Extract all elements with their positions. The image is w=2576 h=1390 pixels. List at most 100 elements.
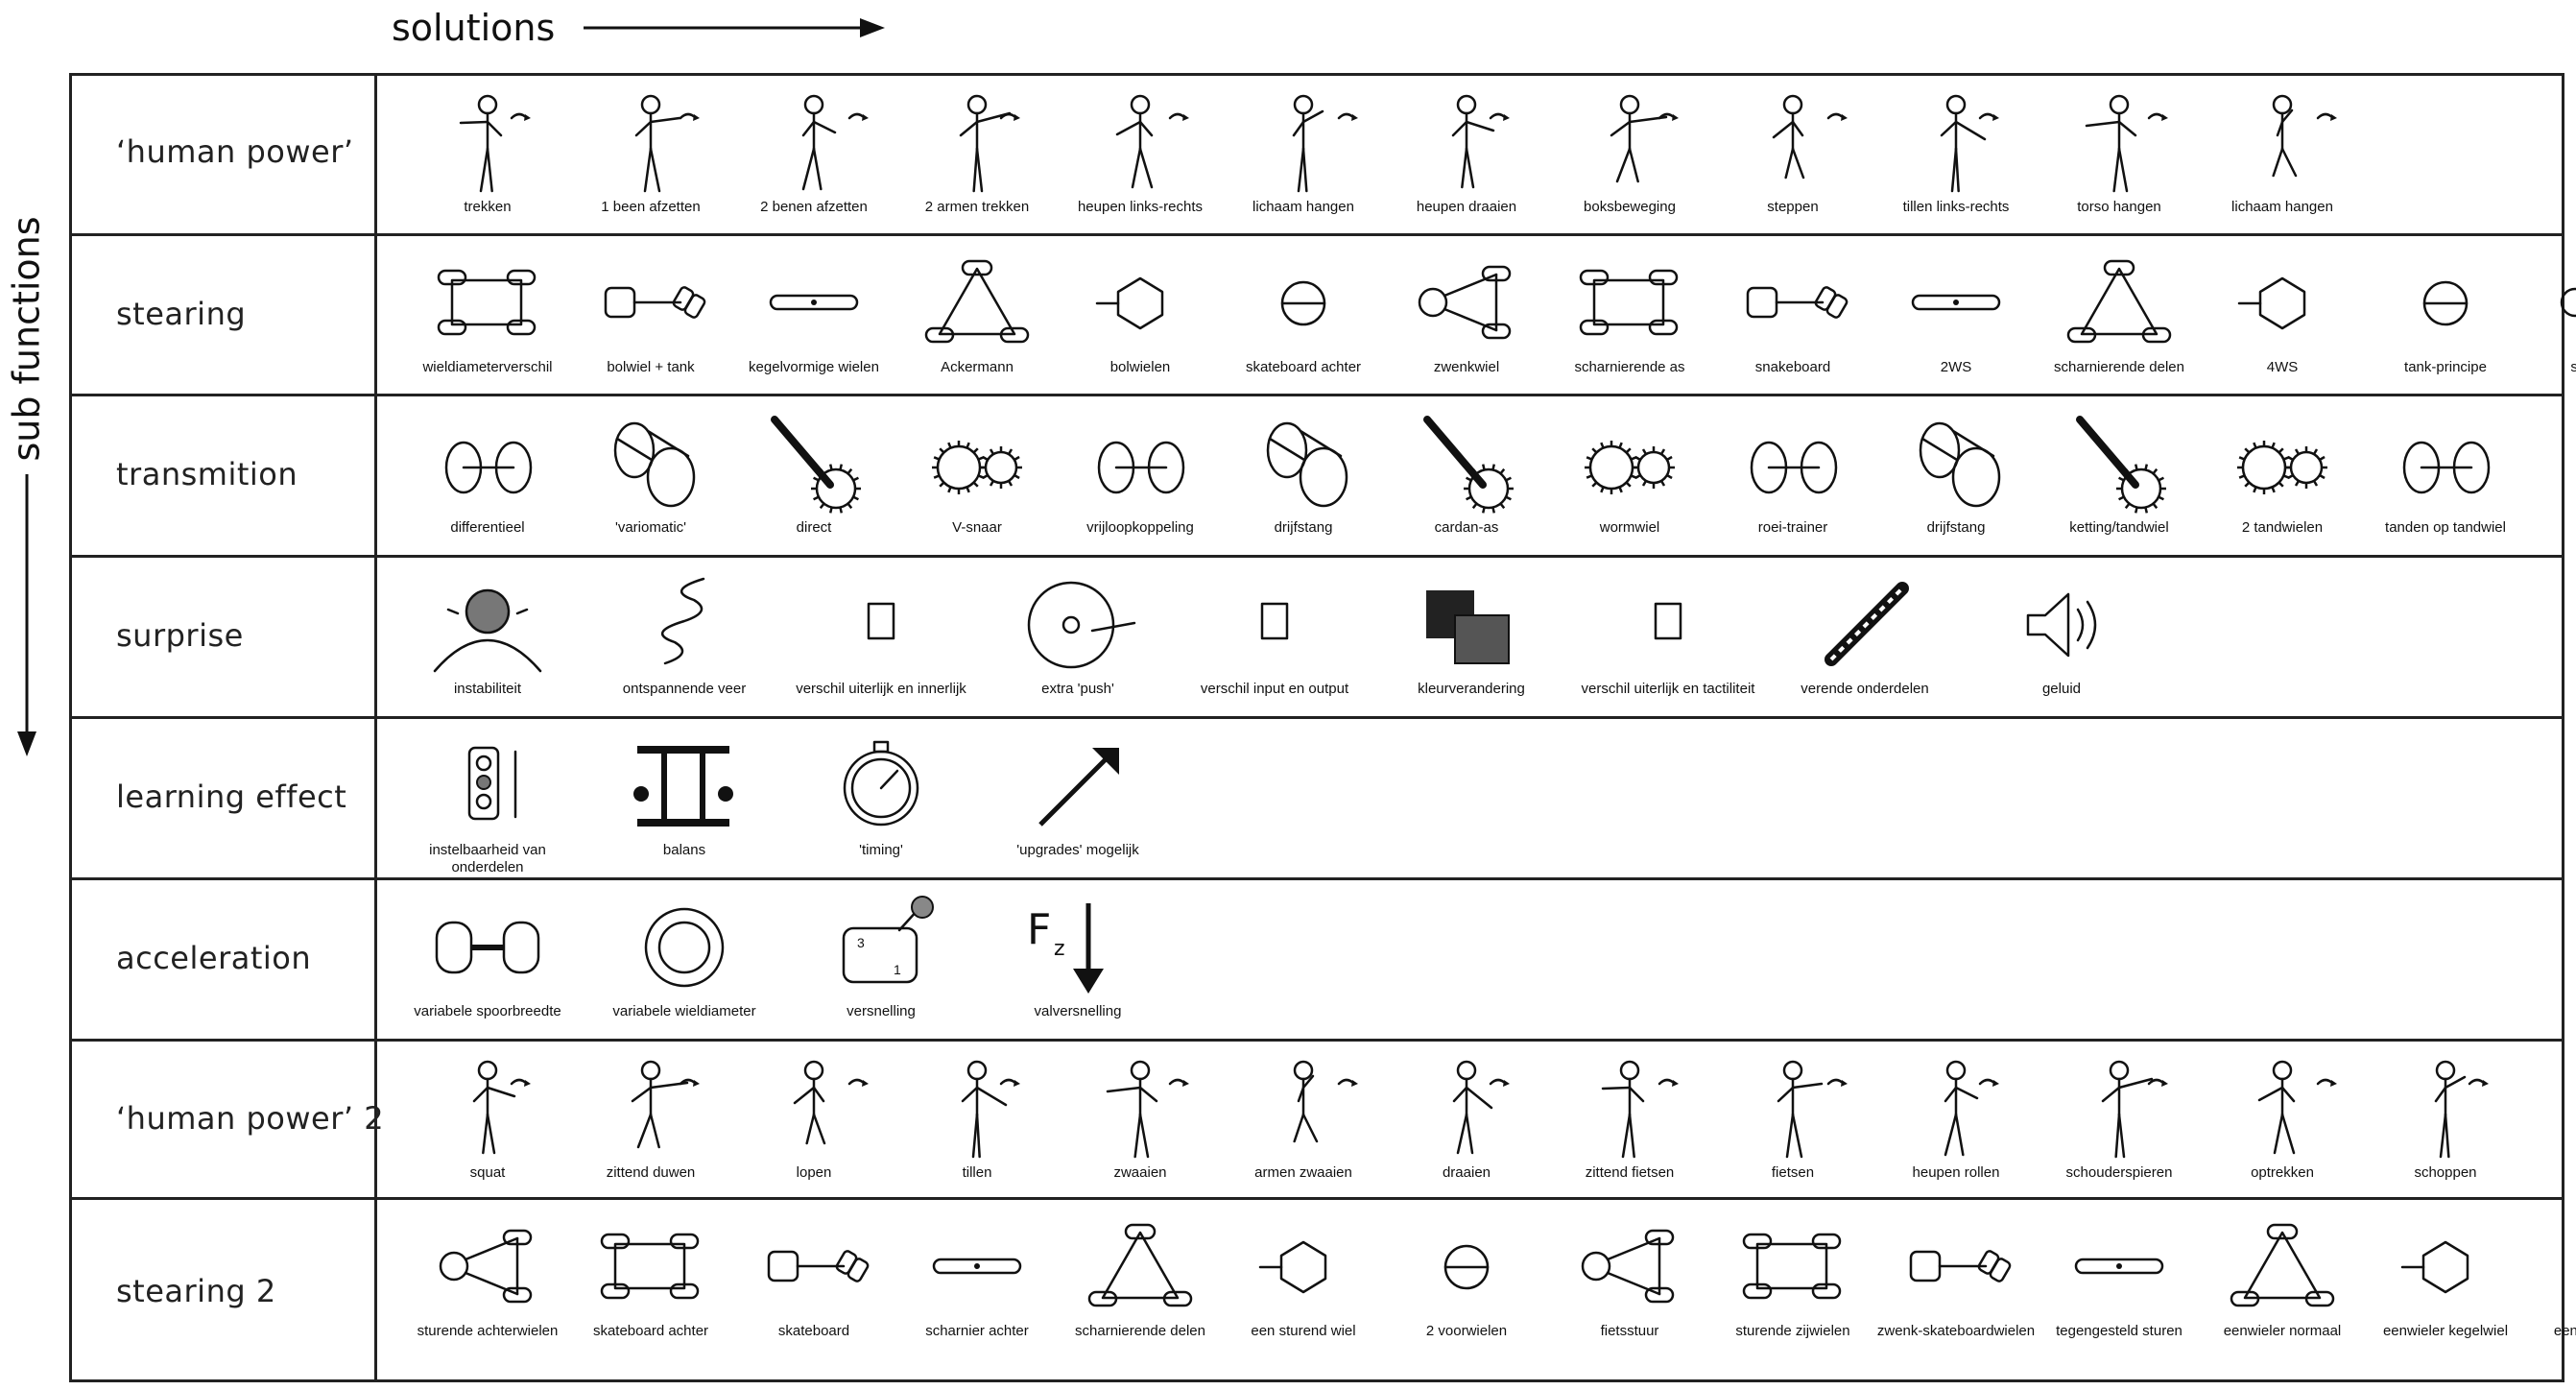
misc-icon: [1999, 571, 2124, 677]
morphological-matrix: ‘human power’ trekken 1 been afzetten 2 …: [69, 73, 2576, 1385]
solution-cell: 2 armen trekken: [895, 89, 1059, 216]
solution-cell: draaien: [1385, 1055, 1548, 1182]
figure-icon: [425, 1055, 550, 1161]
matrix-row: stearing 2 sturende achterwielen skatebo…: [72, 1197, 2576, 1385]
gear-icon: [588, 410, 713, 515]
solution-caption: scharnier achter: [925, 1323, 1029, 1339]
row-solutions: differentieel 'variomatic' direct V-snaa…: [377, 396, 2562, 555]
solution-caption: tank-principe: [2404, 359, 2487, 375]
steer-icon: [1404, 250, 1529, 355]
solution-caption: 1 been afzetten: [601, 199, 701, 215]
figure-icon: [915, 1055, 1039, 1161]
solution-caption: differentieel: [450, 519, 525, 536]
solution-caption: bolwiel + tank: [607, 359, 695, 375]
figure-icon: [1241, 1055, 1366, 1161]
steer-icon: [588, 250, 713, 355]
solution-cell: bolwielen: [1059, 250, 1222, 376]
gear-icon: [1241, 410, 1366, 515]
solution-cell: wieldiameterverschil: [406, 250, 569, 376]
solution-cell: eenwieler normaal: [2201, 1213, 2364, 1340]
steer-icon: [751, 1213, 876, 1319]
row-solutions: squat zittend duwen lopen tillen: [377, 1042, 2562, 1197]
solution-cell: roei-trainer: [1711, 410, 1874, 537]
solution-cell: verende onderdelen: [1783, 571, 1946, 698]
solution-cell: trekken: [406, 89, 569, 216]
steer-icon: [425, 1213, 550, 1319]
solution-cell: balans: [603, 732, 766, 859]
solution-caption: sturing links: [2570, 359, 2576, 375]
solution-cell: fietsstuur: [1548, 1213, 1711, 1340]
misc-icon: [819, 571, 943, 677]
steer-icon: [1567, 1213, 1692, 1319]
row-label: ‘human power’ 2: [116, 1099, 385, 1137]
solution-caption: verende onderdelen: [1801, 681, 1929, 697]
solution-caption: scharnierende as: [1574, 359, 1685, 375]
misc-icon: [1015, 732, 1140, 838]
solution-cell: extra 'push': [996, 571, 1159, 698]
solution-cell: 2WS: [1874, 250, 2038, 376]
solution-caption: fietsen: [1771, 1164, 1815, 1181]
solution-cell: lichaam hangen: [1222, 89, 1385, 216]
row-solutions: sturende achterwielen skateboard achter …: [377, 1200, 2576, 1385]
row-label: stearing: [116, 295, 247, 332]
solution-caption: verschil uiterlijk en innerlijk: [796, 681, 966, 697]
solution-caption: variabele wieldiameter: [612, 1003, 756, 1019]
misc-icon: [1409, 571, 1534, 677]
figure-icon: [1078, 89, 1203, 195]
solution-caption: armen zwaaien: [1254, 1164, 1352, 1181]
solution-cell: scharnierende as: [1548, 250, 1711, 376]
figure-icon: [2383, 1055, 2508, 1161]
steer-icon: [2057, 250, 2182, 355]
solution-caption: drijfstang: [1274, 519, 1333, 536]
solution-cell: variabele wieldiameter: [603, 894, 766, 1020]
row-label: surprise: [116, 617, 244, 654]
solution-caption: V-snaar: [952, 519, 1002, 536]
steer-icon: [1567, 250, 1692, 355]
solution-cell: skateboard achter: [569, 1213, 732, 1340]
solution-caption: een sturend wiel: [1251, 1323, 1356, 1339]
solution-cell: zwaaien: [1059, 1055, 1222, 1182]
gear-icon: [1730, 410, 1855, 515]
solution-caption: lichaam hangen: [2231, 199, 2333, 215]
figure-icon: [915, 89, 1039, 195]
matrix-row: ‘human power’ 2 squat zittend duwen lope…: [72, 1039, 2562, 1197]
solution-cell: tillen links-rechts: [1874, 89, 2038, 216]
solution-cell: Ackermann: [895, 250, 1059, 376]
solution-cell: verschil uiterlijk en innerlijk: [796, 571, 966, 698]
steer-icon: [915, 1213, 1039, 1319]
row-solutions: trekken 1 been afzetten 2 benen afzetten…: [377, 76, 2562, 233]
solution-cell: scharnierende delen: [2038, 250, 2201, 376]
solution-caption: zittend fietsen: [1585, 1164, 1675, 1181]
solution-cell: drijfstang: [1874, 410, 2038, 537]
solution-caption: 2 armen trekken: [924, 199, 1030, 215]
figure-icon: [1078, 1055, 1203, 1161]
misc-icon: [1802, 571, 1927, 677]
solution-caption: tillen: [962, 1164, 992, 1181]
row-solutions: instelbaarheid van onderdelen balans 'timi…: [377, 719, 2562, 877]
solution-cell: tegengesteld sturen: [2038, 1213, 2201, 1340]
solution-caption: draaien: [1442, 1164, 1491, 1181]
solution-caption: skateboard achter: [1245, 359, 1362, 375]
solution-caption: verschil input en output: [1200, 681, 1349, 697]
solution-cell: skateboard achter: [1222, 250, 1385, 376]
solution-cell: schoppen: [2364, 1055, 2527, 1182]
solution-cell: lichaam hangen: [2201, 89, 2364, 216]
solution-cell: 'upgrades' mogelijk: [996, 732, 1159, 859]
solution-caption: scharnierende delen: [2054, 359, 2184, 375]
solution-caption: kegelvormige wielen: [749, 359, 879, 375]
solution-cell: schouderspieren: [2038, 1055, 2201, 1182]
solution-caption: 2 tandwielen: [2241, 519, 2324, 536]
solution-caption: boksbeweging: [1584, 199, 1676, 215]
solution-caption: fietsstuur: [1600, 1323, 1659, 1339]
gear-icon: [1567, 410, 1692, 515]
solution-caption: heupen rollen: [1912, 1164, 2000, 1181]
solution-cell: direct: [732, 410, 895, 537]
solution-caption: 2 benen afzetten: [760, 199, 868, 215]
solution-caption: lopen: [796, 1164, 832, 1181]
row-label: learning effect: [116, 779, 347, 815]
misc-icon: [1212, 571, 1337, 677]
row-solutions: wieldiameterverschil bolwiel + tank kege…: [377, 236, 2576, 394]
solution-caption: 'upgrades' mogelijk: [1016, 842, 1139, 858]
misc-icon: [819, 732, 943, 838]
solution-cell: lopen: [732, 1055, 895, 1182]
